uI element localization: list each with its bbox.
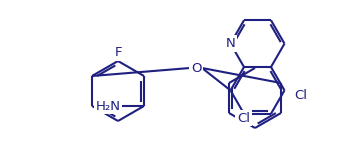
Text: Cl: Cl bbox=[295, 89, 307, 102]
Text: N: N bbox=[226, 37, 235, 50]
Text: F: F bbox=[114, 47, 122, 59]
Text: O: O bbox=[191, 61, 201, 74]
Text: Cl: Cl bbox=[237, 111, 250, 125]
Text: H₂N: H₂N bbox=[96, 100, 120, 112]
